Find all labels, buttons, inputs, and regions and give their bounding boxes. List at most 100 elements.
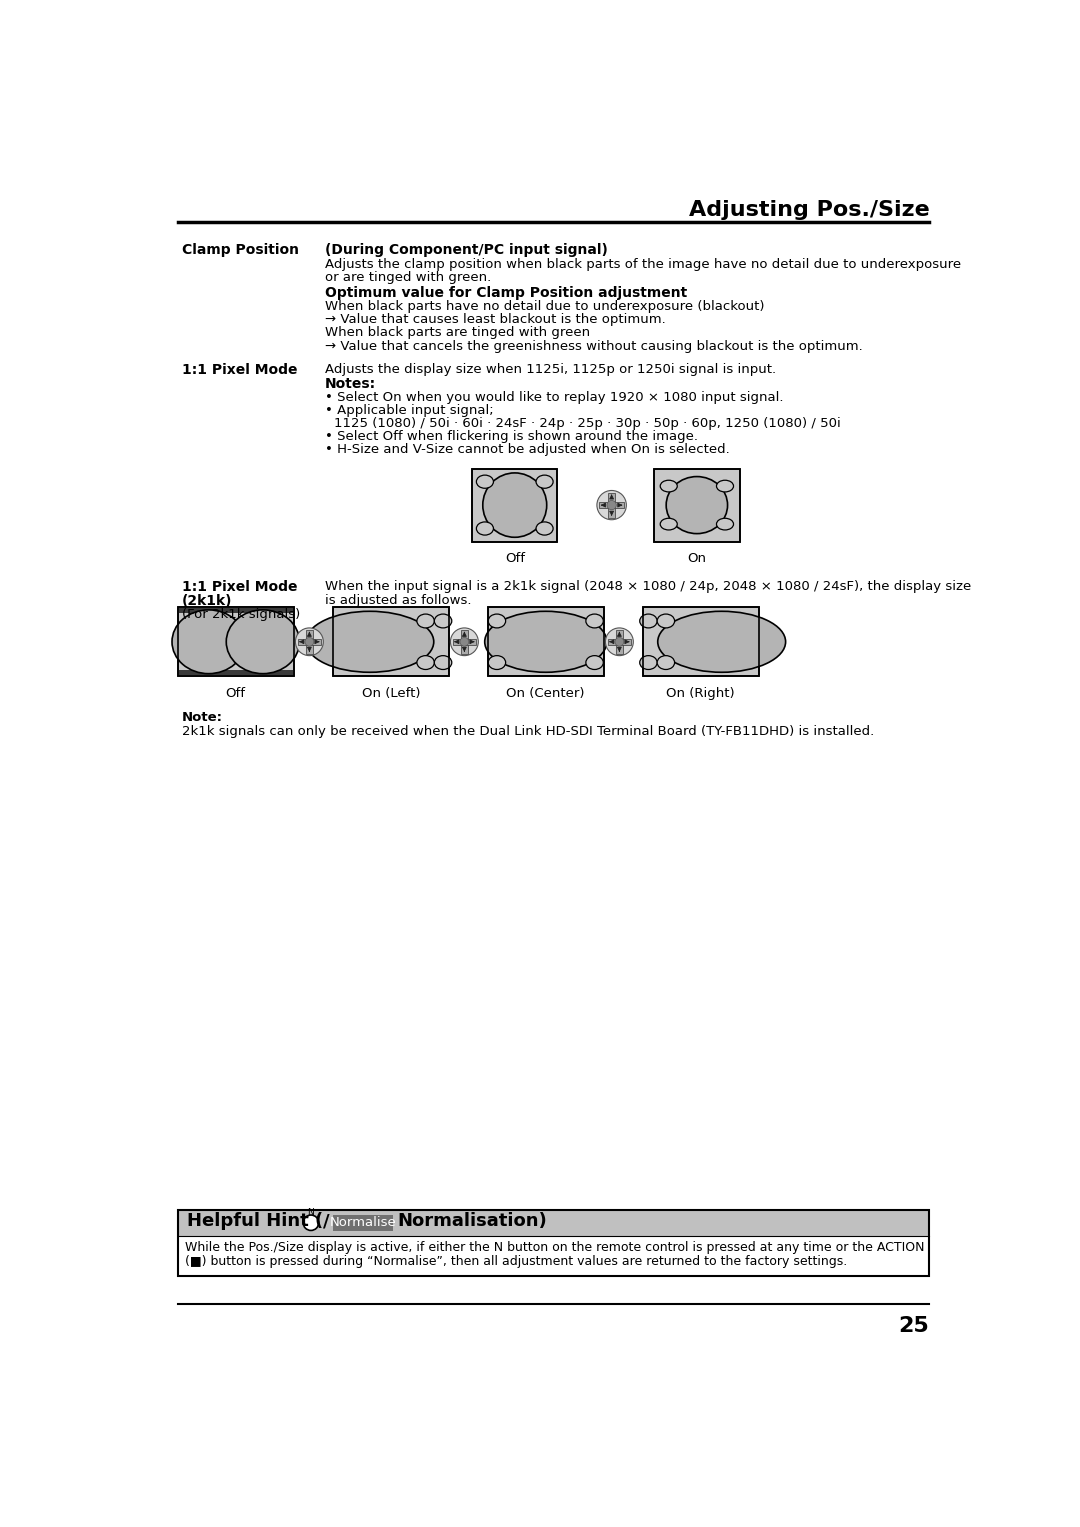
Bar xyxy=(608,638,631,644)
Ellipse shape xyxy=(226,609,299,673)
Text: Note:: Note: xyxy=(181,712,222,724)
Text: When black parts are tinged with green: When black parts are tinged with green xyxy=(325,327,590,339)
Ellipse shape xyxy=(536,522,553,534)
Text: is adjusted as follows.: is adjusted as follows. xyxy=(325,594,471,608)
Text: On (Left): On (Left) xyxy=(362,687,420,701)
Text: (During Component/PC input signal): (During Component/PC input signal) xyxy=(325,243,608,257)
Text: N: N xyxy=(308,1208,314,1217)
Circle shape xyxy=(303,1215,319,1231)
Circle shape xyxy=(597,490,626,519)
Ellipse shape xyxy=(434,655,451,669)
Text: /: / xyxy=(323,1212,329,1231)
Text: Notes:: Notes: xyxy=(325,377,376,391)
Bar xyxy=(177,670,294,676)
Ellipse shape xyxy=(476,475,494,489)
Ellipse shape xyxy=(417,614,434,628)
Bar xyxy=(643,608,759,676)
Bar xyxy=(177,1235,930,1277)
Ellipse shape xyxy=(658,611,785,672)
Ellipse shape xyxy=(660,518,677,530)
Text: When the input signal is a 2k1k signal (2048 × 1080 / 24p, 2048 × 1080 / 24sF), : When the input signal is a 2k1k signal (… xyxy=(325,580,971,592)
Bar xyxy=(333,608,449,676)
Bar xyxy=(608,493,615,518)
Text: Adjusting Pos./Size: Adjusting Pos./Size xyxy=(689,200,930,220)
Text: • Select Off when flickering is shown around the image.: • Select Off when flickering is shown ar… xyxy=(325,431,698,443)
Text: 1:1 Pixel Mode: 1:1 Pixel Mode xyxy=(181,362,297,377)
Bar xyxy=(599,502,624,508)
Bar xyxy=(177,1209,930,1277)
Text: Adjusts the display size when 1125i, 1125p or 1250i signal is input.: Adjusts the display size when 1125i, 112… xyxy=(325,362,777,376)
Bar xyxy=(333,1214,393,1231)
Text: (2k1k): (2k1k) xyxy=(181,594,232,608)
Bar xyxy=(453,638,476,644)
Text: (■) button is pressed during “Normalise”, then all adjustment values are returne: (■) button is pressed during “Normalise”… xyxy=(186,1255,848,1267)
Circle shape xyxy=(606,628,633,655)
Ellipse shape xyxy=(536,475,553,489)
Bar xyxy=(488,608,604,676)
Text: 1:1 Pixel Mode: 1:1 Pixel Mode xyxy=(181,580,297,594)
Bar xyxy=(297,638,321,644)
Bar xyxy=(472,469,557,542)
Ellipse shape xyxy=(483,473,546,538)
Circle shape xyxy=(450,628,478,655)
Bar xyxy=(488,608,604,676)
Text: Clamp Position: Clamp Position xyxy=(181,243,298,257)
Bar xyxy=(461,631,468,654)
Text: Off: Off xyxy=(504,553,525,565)
Circle shape xyxy=(615,637,624,646)
Text: Adjusts the clamp position when black parts of the image have no detail due to u: Adjusts the clamp position when black pa… xyxy=(325,258,961,270)
Text: • Select On when you would like to replay 1920 × 1080 input signal.: • Select On when you would like to repla… xyxy=(325,391,783,405)
Text: On (Right): On (Right) xyxy=(666,687,735,701)
Text: or are tinged with green.: or are tinged with green. xyxy=(325,270,491,284)
Text: → Value that causes least blackout is the optimum.: → Value that causes least blackout is th… xyxy=(325,313,665,327)
Ellipse shape xyxy=(657,655,675,669)
Text: While the Pos./Size display is active, if either the N button on the remote cont: While the Pos./Size display is active, i… xyxy=(186,1241,924,1254)
Ellipse shape xyxy=(585,614,604,628)
Circle shape xyxy=(305,637,314,646)
Ellipse shape xyxy=(485,611,607,672)
Text: Off: Off xyxy=(226,687,246,701)
Bar xyxy=(617,631,622,654)
Circle shape xyxy=(607,501,617,510)
Ellipse shape xyxy=(434,614,451,628)
Bar xyxy=(643,608,759,676)
Text: → Value that cancels the greenishness without causing blackout is the optimum.: → Value that cancels the greenishness wi… xyxy=(325,339,863,353)
Ellipse shape xyxy=(585,655,604,669)
Text: (For 2k1k signals): (For 2k1k signals) xyxy=(181,608,300,621)
Bar xyxy=(177,608,294,676)
Ellipse shape xyxy=(639,655,657,669)
Bar xyxy=(177,608,294,614)
Text: Normalise: Normalise xyxy=(329,1215,396,1229)
Text: When black parts have no detail due to underexposure (blackout): When black parts have no detail due to u… xyxy=(325,301,765,313)
Text: 25: 25 xyxy=(899,1316,930,1336)
Text: • Applicable input signal;: • Applicable input signal; xyxy=(325,405,494,417)
Bar xyxy=(472,469,557,542)
Ellipse shape xyxy=(716,518,733,530)
Ellipse shape xyxy=(660,479,677,492)
Text: 1125 (1080) / 50i · 60i · 24sF · 24p · 25p · 30p · 50p · 60p, 1250 (1080) / 50i: 1125 (1080) / 50i · 60i · 24sF · 24p · 2… xyxy=(334,417,841,431)
Bar xyxy=(654,469,740,542)
Text: On: On xyxy=(687,553,706,565)
Ellipse shape xyxy=(172,609,245,673)
Text: On (Center): On (Center) xyxy=(507,687,585,701)
Text: Optimum value for Clamp Position adjustment: Optimum value for Clamp Position adjustm… xyxy=(325,287,687,301)
Bar xyxy=(654,469,740,542)
Bar xyxy=(177,1209,930,1235)
Circle shape xyxy=(296,628,323,655)
Ellipse shape xyxy=(476,522,494,534)
Bar xyxy=(307,631,312,654)
Ellipse shape xyxy=(417,655,434,669)
Ellipse shape xyxy=(657,614,675,628)
Text: Normalisation): Normalisation) xyxy=(397,1212,548,1231)
Ellipse shape xyxy=(666,476,728,533)
Ellipse shape xyxy=(488,614,505,628)
Bar xyxy=(333,608,449,676)
Ellipse shape xyxy=(716,479,733,492)
Text: • H-Size and V-Size cannot be adjusted when On is selected.: • H-Size and V-Size cannot be adjusted w… xyxy=(325,443,730,457)
Circle shape xyxy=(460,637,469,646)
Text: Helpful Hint (: Helpful Hint ( xyxy=(187,1212,323,1231)
Text: 2k1k signals can only be received when the Dual Link HD-SDI Terminal Board (TY-F: 2k1k signals can only be received when t… xyxy=(181,725,874,738)
Ellipse shape xyxy=(488,655,505,669)
Ellipse shape xyxy=(306,611,434,672)
Bar xyxy=(177,608,294,676)
